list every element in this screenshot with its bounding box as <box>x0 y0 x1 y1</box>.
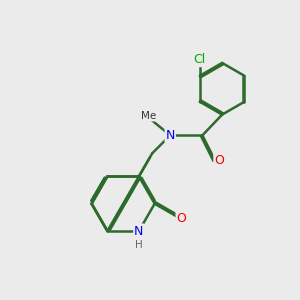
Text: N: N <box>166 129 175 142</box>
Text: Cl: Cl <box>194 53 206 66</box>
Text: O: O <box>176 212 186 225</box>
Text: H: H <box>135 240 143 250</box>
Text: Me: Me <box>141 111 156 121</box>
Text: N: N <box>134 224 144 238</box>
Text: O: O <box>214 154 224 167</box>
